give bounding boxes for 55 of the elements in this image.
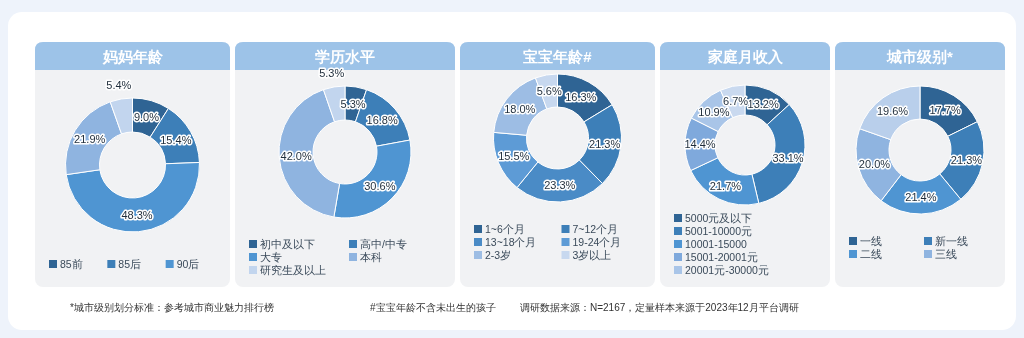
legend-label: 1~6个月: [485, 223, 525, 235]
legend-label: 初中及以下: [260, 238, 315, 250]
legend-label: 一线: [860, 235, 882, 247]
data-label: 15.4%: [160, 134, 192, 147]
data-label: 5.3%: [319, 67, 345, 80]
legend-label: 新一线: [935, 235, 968, 247]
data-label: 15.5%: [498, 150, 530, 163]
data-label: 42.0%: [280, 150, 312, 162]
data-label: 17.7%: [929, 103, 961, 116]
legend-label: 85后: [118, 258, 142, 270]
legend-label: 20001元-30000元: [685, 264, 769, 276]
legend-label: 19-24个月: [572, 236, 622, 248]
data-label: 21.3%: [589, 137, 621, 150]
data-label: 14.4%: [684, 138, 716, 151]
legend-label: 二线: [860, 248, 882, 260]
data-label: 23.3%: [544, 179, 576, 192]
legend-label: 7~12个月: [572, 223, 619, 235]
chart-title: 城市级别*: [886, 48, 954, 65]
text: *城市级别划分标准：参考城市商业魅力排行榜: [70, 302, 274, 313]
data-label: 48.3%: [121, 208, 153, 221]
data-label: 18.0%: [504, 103, 536, 116]
data-label: 9.0%: [133, 110, 160, 123]
data-label: 21.7%: [709, 179, 742, 192]
data-label: 5.4%: [106, 79, 132, 92]
data-label: 10.9%: [698, 106, 730, 119]
chart-title: 学历水平: [315, 48, 375, 65]
legend-label: 90后: [176, 258, 200, 270]
legend-label: 13~18个月: [485, 236, 537, 248]
data-label: 16.8%: [366, 114, 398, 127]
chart-title: 家庭月收入: [706, 48, 784, 65]
legend-label: 三线: [935, 248, 957, 260]
data-label: 16.3%: [565, 90, 597, 103]
chart-title: 妈妈年龄: [101, 48, 164, 65]
legend-label: 2-3岁: [485, 249, 512, 261]
legend-label: 高中/中专: [360, 238, 407, 250]
data-label: 33.1%: [772, 152, 804, 165]
data-label: 13.2%: [747, 97, 779, 110]
legend-label: 85前: [60, 258, 83, 270]
legend-label: 3岁以上: [572, 249, 612, 261]
legend-label: 研究生及以上: [260, 264, 326, 276]
data-label: 21.4%: [905, 191, 937, 204]
data-label: 30.6%: [364, 180, 396, 193]
legend-label: 5000元及以下: [685, 212, 753, 224]
text: #宝宝年龄不含未出生的孩子: [370, 302, 496, 313]
data-label: 20.0%: [858, 157, 891, 170]
data-label: 21.3%: [950, 153, 983, 166]
text: 调研数据来源：N=2167，定量样本来源于2023年12月平台调研: [520, 302, 799, 313]
chart-title: 宝宝年龄#: [523, 48, 593, 65]
data-label: 19.6%: [876, 105, 909, 118]
legend-label: 15001-20001元: [685, 251, 758, 263]
legend-label: 本科: [360, 251, 382, 263]
legend-label: 5001-10000元: [685, 225, 753, 237]
data-label: 21.9%: [74, 133, 106, 146]
legend-label: 大专: [260, 251, 282, 263]
legend-label: 10001-15000: [685, 238, 748, 250]
